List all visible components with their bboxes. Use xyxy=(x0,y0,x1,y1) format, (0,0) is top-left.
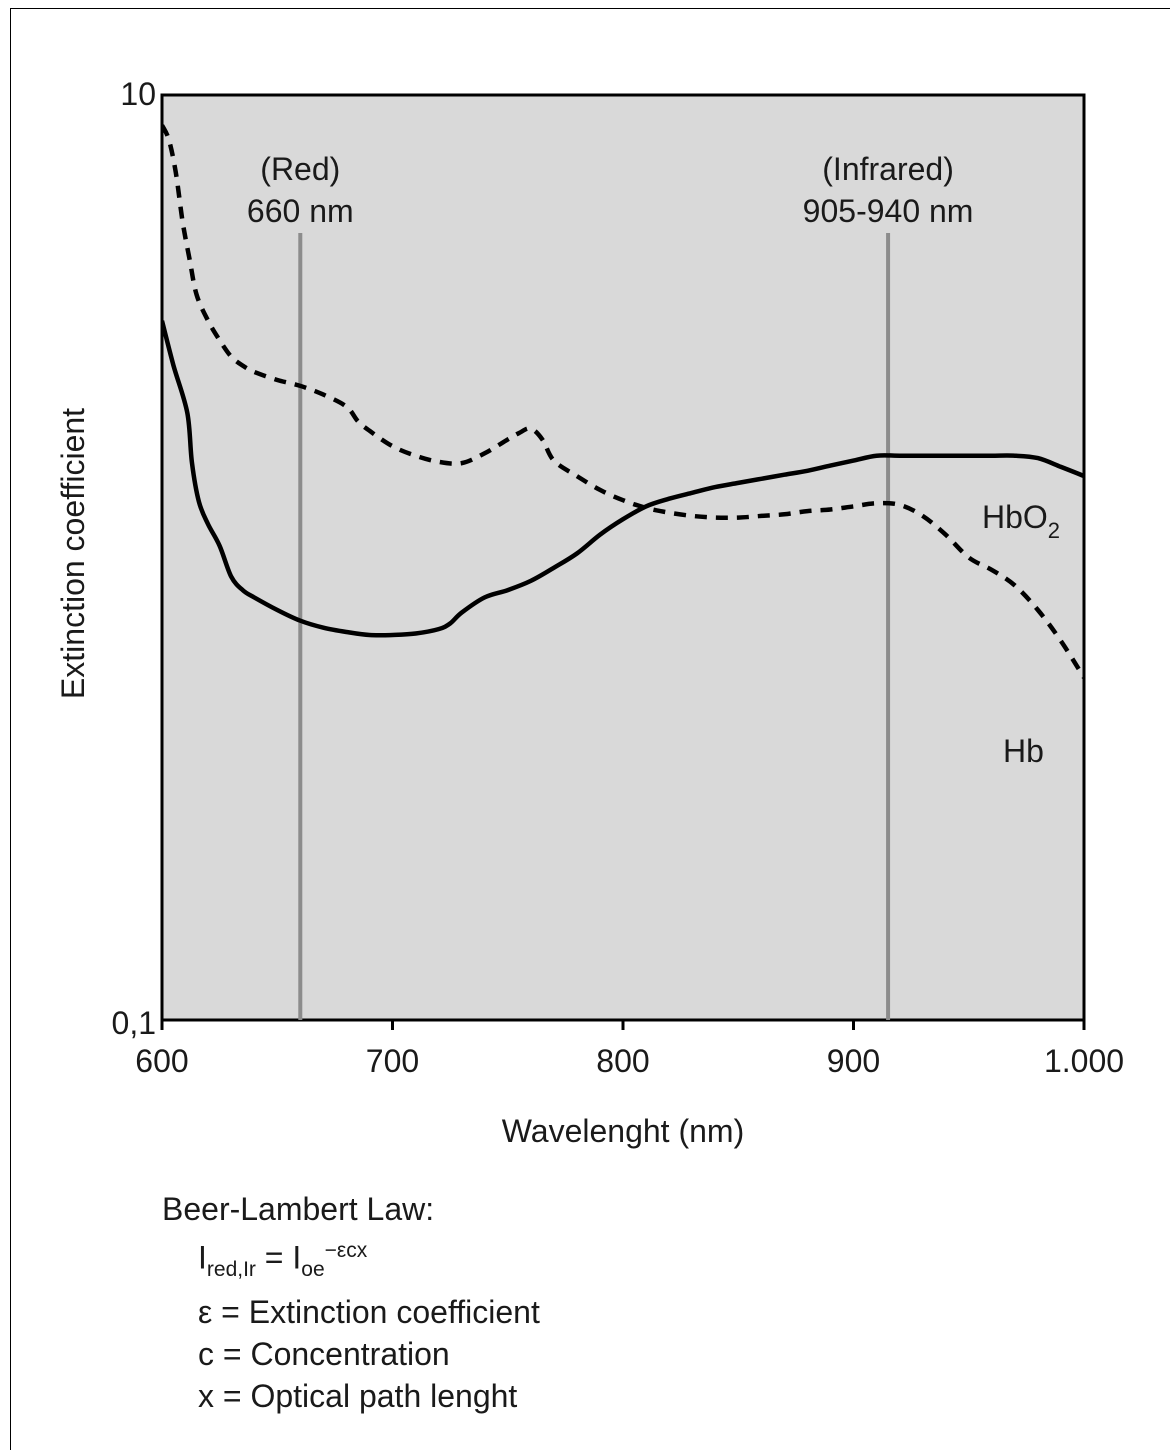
definition-concentration: c = Concentration xyxy=(198,1336,450,1373)
x-tick-label-2: 800 xyxy=(596,1043,649,1079)
definition-path-length: x = Optical path lenght xyxy=(198,1378,518,1415)
formula-eq: = I xyxy=(255,1239,302,1276)
annotation-wavelength-1: 905-940 nm xyxy=(803,193,974,229)
plot-background xyxy=(160,93,1086,1022)
x-axis-label: Wavelenght (nm) xyxy=(502,1113,744,1149)
formula-i: I xyxy=(198,1239,207,1276)
formula-sub-right: oe xyxy=(301,1258,325,1282)
beer-lambert-legend: Beer-Lambert Law: Ired,Ir = Ioe−εcx ε = … xyxy=(162,1188,540,1417)
x-tick-label-4: 1.000 xyxy=(1044,1043,1124,1079)
y-tick-label-0: 0,1 xyxy=(112,1005,156,1041)
series-label-hbo2-subscript: 2 xyxy=(1048,518,1060,543)
series-label-hb: Hb xyxy=(1003,733,1044,769)
figure-frame xyxy=(10,8,1170,1450)
x-tick-label-3: 900 xyxy=(827,1043,880,1079)
beer-lambert-title: Beer-Lambert Law: xyxy=(162,1191,435,1227)
annotation-title-1: (Infrared) xyxy=(822,151,954,187)
formula-exponent: −εcx xyxy=(324,1239,368,1262)
formula-sub-left: red,Ir xyxy=(206,1258,256,1282)
series-line-hbo xyxy=(162,320,1084,638)
series-label-hbo2-name: HbO xyxy=(982,499,1048,535)
y-tick-label-1: 10 xyxy=(120,76,156,112)
annotation-title-0: (Red) xyxy=(260,151,340,187)
series-label-hbo2: HbO2 xyxy=(982,499,1060,543)
x-tick-label-0: 600 xyxy=(135,1043,188,1079)
definition-epsilon: ε = Extinction coefficient xyxy=(198,1294,540,1331)
x-tick-label-1: 700 xyxy=(366,1043,419,1079)
annotation-wavelength-0: 660 nm xyxy=(247,193,354,229)
beer-lambert-formula: Ired,Ir = Ioe−εcx xyxy=(162,1230,540,1291)
y-axis-label: Extinction coefficient xyxy=(55,408,91,699)
series-line-hb xyxy=(162,124,1084,679)
extinction-coefficient-chart: (Red) 660 nm (Infrared) 905-940 nm HbO2 Hb 600… xyxy=(55,76,1124,1149)
